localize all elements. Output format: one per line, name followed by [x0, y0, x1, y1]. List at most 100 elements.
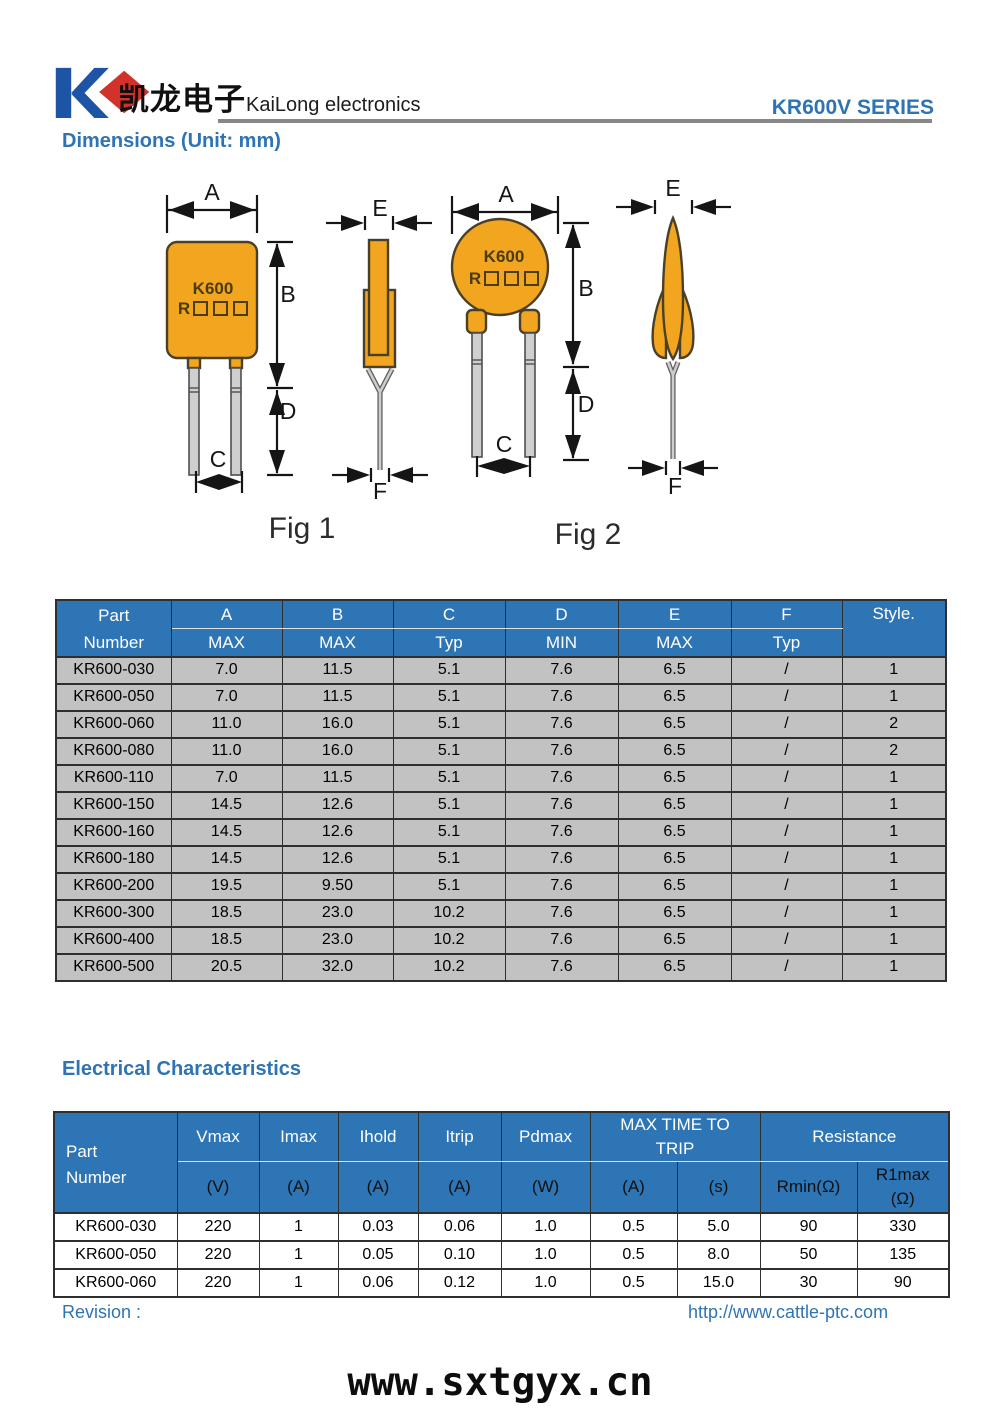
table-cell: 0.05 [337, 1240, 419, 1270]
table-cell: 5.1 [392, 710, 506, 739]
dim-label-b: B [578, 275, 593, 301]
table-cell: 7.6 [504, 737, 619, 766]
table-cell: 20.5 [170, 953, 283, 982]
electrical-table-container: Part Number Vmax Imax Ihold Itrip Pdmax … [53, 1111, 951, 1298]
table-cell: 1 [841, 791, 947, 820]
table-row: KR600-200 19.5 9.50 5.1 7.6 6.5/1 [55, 872, 947, 901]
fig1: A K600 R B [165, 179, 432, 545]
table-cell: 6.5 [617, 818, 732, 847]
table-cell: 16.0 [281, 737, 394, 766]
fig1-dim-F: F [332, 467, 428, 504]
table-cell: 7.0 [170, 656, 283, 685]
table-cell: / [730, 710, 843, 739]
table-cell: 0.5 [589, 1268, 678, 1298]
table-cell: 5.1 [392, 845, 506, 874]
fig1-dim-B: B [267, 240, 296, 390]
table-cell: 6.5 [617, 764, 732, 793]
table-cell: 1 [841, 926, 947, 955]
table-cell: 14.5 [170, 818, 283, 847]
fig2-caption: Fig 2 [555, 518, 622, 551]
fig2-side-view [651, 215, 695, 459]
table-cell: 11.5 [281, 683, 394, 712]
column-header-resistance: Resistance [759, 1111, 950, 1162]
table-cell: 6.5 [617, 791, 732, 820]
table-cell: 6.5 [617, 899, 732, 928]
fig1-lead-right [230, 367, 242, 476]
table-cell: KR600-060 [53, 1268, 178, 1298]
table-cell: 5.1 [392, 791, 506, 820]
table-cell: 1 [258, 1268, 339, 1298]
table-row: KR600-500 20.5 32.0 10.2 7.6 6.5/1 [55, 953, 947, 982]
table-cell: 1 [258, 1240, 339, 1270]
r1max-line1: R1max [875, 1165, 930, 1184]
table-cell: 5.1 [392, 656, 506, 685]
table-cell: 1 [258, 1212, 339, 1242]
part-label: Part [98, 605, 130, 625]
table-cell: KR600-050 [53, 1240, 178, 1270]
table-row: KR600-180 14.5 12.6 5.1 7.6 6.5/1 [55, 845, 947, 874]
fig1-front-view: K600 R [165, 240, 259, 476]
table-cell: 7.0 [170, 764, 283, 793]
table-row: KR600-150 14.5 12.6 5.1 7.6 6.5/1 [55, 791, 947, 820]
table-cell: 0.06 [337, 1268, 419, 1298]
table-cell: 7.6 [504, 872, 619, 901]
subheader-e-max: MAX [617, 628, 732, 658]
table-cell: 7.6 [504, 926, 619, 955]
logo-chinese-text: 凯龙电子 [118, 82, 246, 118]
fig2-body [450, 217, 550, 317]
table-cell: 90 [856, 1268, 950, 1298]
table-row: KR600-080 11.0 16.0 5.1 7.6 6.5/2 [55, 737, 947, 766]
table-cell: KR600-300 [55, 899, 172, 928]
table-cell: 16.0 [281, 710, 394, 739]
table-cell: KR600-200 [55, 872, 172, 901]
fig2-dim-C: C [475, 431, 532, 477]
fig2-lead-left [471, 332, 483, 458]
table-cell: 10.2 [392, 899, 506, 928]
header-divider [218, 119, 932, 123]
table-row: KR600-050 220 1 0.05 0.10 1.0 0.5 8.0 50 135 [53, 1240, 950, 1270]
table-cell: 11.0 [170, 737, 283, 766]
table-cell: 6.5 [617, 683, 732, 712]
fig1-dim-D: D [267, 390, 296, 477]
dimensions-table: Part Number A B C D E F Style. MAX MAX T… [55, 599, 947, 982]
column-header-b: B [281, 599, 394, 629]
table-cell: KR600-060 [55, 710, 172, 739]
max-time-line2: TRIP [655, 1139, 695, 1158]
table-row: KR600-400 18.5 23.0 10.2 7.6 6.5/1 [55, 926, 947, 955]
fig2-dim-E: E [616, 175, 731, 215]
table-cell: KR600-050 [55, 683, 172, 712]
table-cell: 220 [176, 1268, 260, 1298]
table-cell: 330 [856, 1212, 950, 1242]
table-cell: 18.5 [170, 926, 283, 955]
table-cell: 1 [841, 818, 947, 847]
fig1-caption: Fig 1 [269, 512, 336, 545]
dim-label-b: B [280, 281, 295, 307]
website-link[interactable]: http://www.cattle-ptc.com [688, 1302, 889, 1322]
subheader-f-typ: Typ [730, 628, 843, 658]
table-row: KR600-060 11.0 16.0 5.1 7.6 6.5/2 [55, 710, 947, 739]
fig1-lead-left [188, 367, 200, 476]
table-cell: 1.0 [500, 1212, 591, 1242]
table-cell: 7.6 [504, 953, 619, 982]
fig2: A K600 R B [450, 175, 731, 551]
table-cell: / [730, 764, 843, 793]
unit-s: (s) [676, 1161, 761, 1214]
table-cell: / [730, 899, 843, 928]
table-row: KR600-110 7.0 11.5 5.1 7.6 6.5/1 [55, 764, 947, 793]
elec-header-row-2: (V) (A) (A) (A) (W) (A) (s) Rmin(Ω) R1ma… [54, 1161, 950, 1214]
table-cell: 7.6 [504, 899, 619, 928]
column-header-e: E [617, 599, 732, 629]
table-row: KR600-050 7.0 11.5 5.1 7.6 6.5/1 [55, 683, 947, 712]
table-cell: 1 [841, 764, 947, 793]
table-cell: 0.10 [417, 1240, 502, 1270]
fig1-dim-A: A [165, 179, 259, 233]
table-cell: 6.5 [617, 872, 732, 901]
table-cell: / [730, 953, 843, 982]
table-cell: 7.6 [504, 764, 619, 793]
table-cell: 1 [841, 872, 947, 901]
fig1-marking-line1: K600 [193, 279, 234, 298]
table-cell: KR600-030 [55, 656, 172, 685]
column-header-imax: Imax [258, 1111, 339, 1162]
table-cell: 5.1 [392, 683, 506, 712]
unit-v: (V) [176, 1161, 260, 1214]
